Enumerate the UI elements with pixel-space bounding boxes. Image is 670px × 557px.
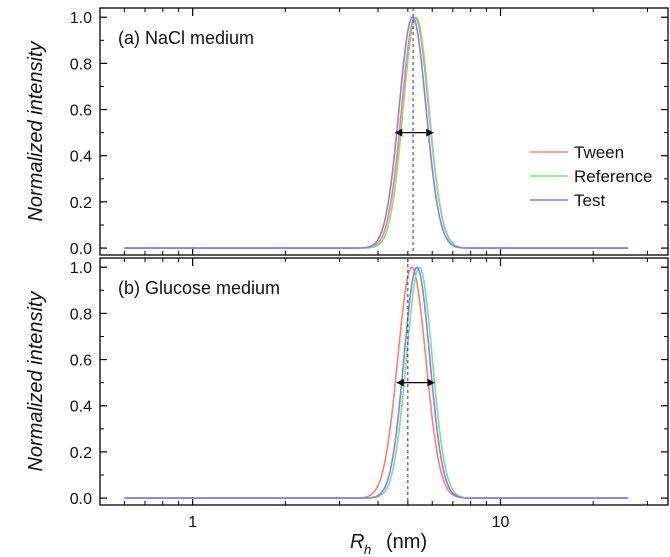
series-line-test bbox=[124, 266, 629, 499]
y-tick-label: 0.8 bbox=[70, 56, 92, 73]
y-tick-label: 0.4 bbox=[70, 399, 92, 416]
y-tick-label: 0.0 bbox=[70, 491, 92, 508]
x-axis-title: R h (nm) bbox=[350, 531, 427, 557]
y-tick-label: 0.2 bbox=[70, 445, 92, 462]
fwhm-arrow-head-left bbox=[396, 378, 404, 387]
panel-a-nacl-medium: 0.0 0.2 0.4 0.6 0.8 1.0 Normalized intensity (a… bbox=[25, 7, 669, 258]
x-axis-title-subscript: h bbox=[364, 542, 371, 557]
plot-frame bbox=[99, 7, 669, 256]
y-tick-label: 0.2 bbox=[70, 195, 92, 212]
y-tick-label: 1.0 bbox=[70, 260, 92, 277]
x-axis-title-unit: (nm) bbox=[386, 531, 427, 553]
series-line-test bbox=[124, 16, 629, 249]
y-axis-title: Normalized intensity bbox=[25, 290, 47, 471]
legend-label-reference: Reference bbox=[574, 167, 652, 186]
fwhm-arrow-head-right bbox=[427, 378, 435, 387]
y-tick-label: 0.4 bbox=[70, 149, 92, 166]
series-line-reference bbox=[124, 266, 629, 499]
fwhm-arrow-head-right bbox=[426, 128, 434, 137]
legend-label-test: Test bbox=[574, 191, 605, 210]
y-tick-label: 0.8 bbox=[70, 306, 92, 323]
y-tick-label: 1.0 bbox=[70, 10, 92, 27]
x-tick-label: 10 bbox=[492, 514, 510, 531]
y-tick-label: 0.6 bbox=[70, 353, 92, 370]
series-line-reference bbox=[124, 16, 629, 249]
legend-label-tween: Tween bbox=[574, 143, 624, 162]
series-line-tween bbox=[124, 266, 629, 499]
x-tick-label: 1 bbox=[188, 514, 197, 531]
series-line-tween bbox=[124, 16, 629, 249]
plot-frame bbox=[99, 257, 669, 506]
fwhm-arrow-head-left bbox=[395, 128, 403, 137]
y-tick-label: 0.0 bbox=[70, 241, 92, 258]
y-axis-title: Normalized intensity bbox=[25, 40, 47, 221]
y-tick-label: 0.6 bbox=[70, 103, 92, 120]
panel-b-glucose-medium: 0.0 0.2 0.4 0.6 0.8 1.0 1 10 Normalized intensit… bbox=[25, 257, 669, 531]
x-axis-title-symbol: R bbox=[350, 531, 364, 553]
panel-title: (b) Glucose medium bbox=[118, 278, 280, 298]
panel-title: (a) NaCl medium bbox=[118, 28, 254, 48]
